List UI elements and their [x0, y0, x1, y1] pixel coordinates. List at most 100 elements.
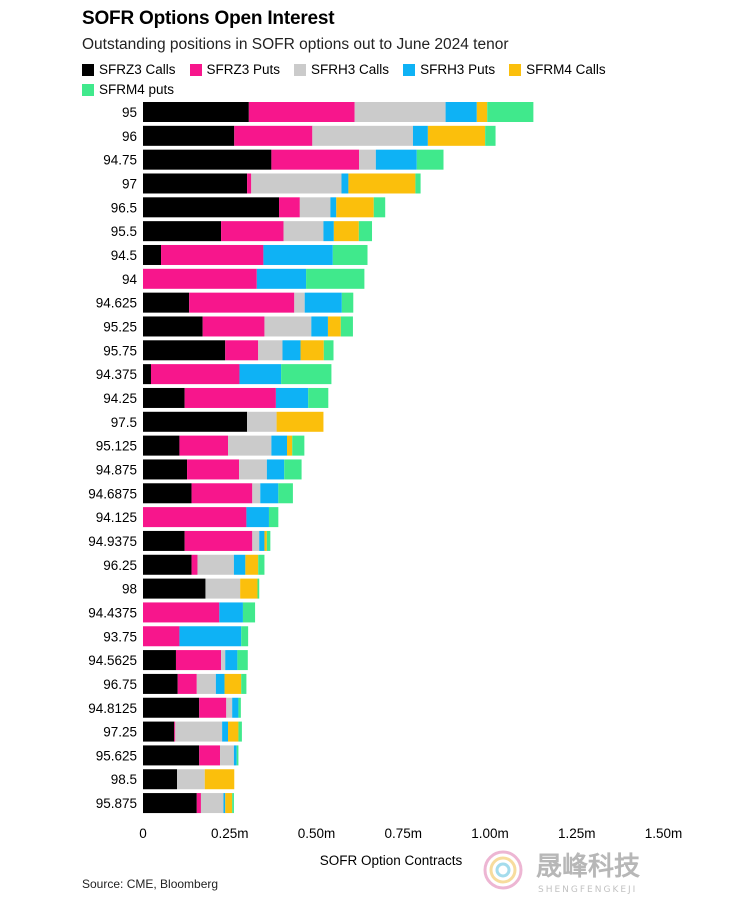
- category-label: 94.625: [96, 296, 137, 311]
- bar-segment: [143, 769, 178, 790]
- bar-segment: [252, 483, 261, 504]
- bar-segment: [143, 483, 192, 504]
- bar-segment: [189, 292, 295, 313]
- category-label: 98.5: [111, 772, 137, 787]
- bar-segment: [143, 745, 200, 766]
- bar-segment: [175, 650, 222, 671]
- bar-segment: [348, 173, 416, 194]
- chart-subtitle: Outstanding positions in SOFR options ou…: [82, 36, 509, 53]
- legend-item: SFRM4 puts: [82, 81, 174, 99]
- category-label: 94.8125: [88, 701, 137, 716]
- bar-segment: [143, 530, 185, 551]
- bar-segment: [308, 387, 329, 408]
- bar-segment: [327, 316, 341, 337]
- bar-segment: [143, 149, 272, 170]
- bar-segment: [282, 340, 301, 361]
- bar-segment: [143, 197, 280, 218]
- bar-segment: [306, 268, 365, 289]
- category-label: 94.75: [103, 153, 137, 168]
- bar-segment: [240, 578, 258, 599]
- bar-segment: [234, 125, 313, 146]
- bar-segment: [143, 387, 185, 408]
- legend-label: SFRM4 Calls: [526, 62, 606, 77]
- bar-segment: [341, 292, 354, 313]
- legend-swatch: [82, 64, 94, 76]
- bar-segment: [220, 745, 234, 766]
- bar-segment: [284, 459, 302, 480]
- watermark-logo: 晟峰科技 SHENGFENGKEJI: [483, 850, 640, 895]
- bar-segment: [275, 387, 309, 408]
- bar-segment: [445, 102, 477, 122]
- bar-segment: [199, 745, 221, 766]
- category-label: 95.875: [96, 796, 137, 811]
- bar-segment: [225, 340, 259, 361]
- bar-segment: [177, 769, 205, 790]
- bar-segment: [247, 411, 277, 432]
- bar-segment: [228, 435, 272, 456]
- chart-title: SOFR Options Open Interest: [82, 8, 335, 29]
- bar-segment: [187, 459, 240, 480]
- bar-segment: [236, 745, 239, 766]
- bar-segment: [202, 316, 265, 337]
- bar-segment: [225, 793, 233, 814]
- bar-segment: [299, 197, 331, 218]
- bar-segment: [266, 530, 271, 551]
- legend-label: SFRZ3 Puts: [206, 62, 281, 77]
- bar-segment: [225, 650, 238, 671]
- bar-segment: [354, 102, 446, 122]
- bar-segment: [257, 578, 260, 599]
- bar-segment: [258, 554, 265, 575]
- bar-segment: [268, 507, 279, 528]
- bar-segment: [143, 793, 197, 814]
- legend-label: SFRH3 Calls: [311, 62, 390, 77]
- bar-segment: [184, 387, 276, 408]
- category-label: 94: [122, 272, 138, 287]
- bar-segment: [232, 697, 239, 718]
- bar-segment: [292, 435, 305, 456]
- bar-segment: [415, 173, 421, 194]
- bar-segment: [143, 221, 222, 242]
- bar-segment: [246, 507, 269, 528]
- legend-swatch: [403, 64, 416, 76]
- legend-item: SFRZ3 Calls: [82, 61, 176, 79]
- legend-item: SFRM4 Calls: [509, 61, 606, 79]
- bar-segment: [485, 125, 496, 146]
- bar-segment: [197, 554, 234, 575]
- bar-segment: [228, 721, 239, 742]
- bar-segment: [279, 197, 300, 218]
- category-label: 95.625: [96, 748, 137, 763]
- bar-segment: [266, 459, 285, 480]
- legend-swatch: [189, 64, 202, 76]
- bar-segment: [252, 530, 260, 551]
- bar-segment: [271, 435, 288, 456]
- category-label: 98: [122, 582, 137, 597]
- bar-segment: [259, 530, 265, 551]
- x-tick-label: 1.50m: [645, 826, 683, 841]
- bar-segment: [416, 149, 444, 170]
- bar-segment: [323, 340, 334, 361]
- legend-label: SFRH3 Puts: [420, 62, 496, 77]
- chart-legend: SFRZ3 Calls SFRZ3 Puts SFRH3 Calls SFRH3 Pu…: [82, 61, 682, 101]
- bar-segment: [294, 292, 305, 313]
- bar-segment: [264, 316, 312, 337]
- bar-segment: [232, 793, 234, 814]
- bar-segment: [143, 697, 200, 718]
- x-tick-label: 0.25m: [211, 826, 249, 841]
- bar-segment: [143, 435, 180, 456]
- bar-segment: [375, 149, 417, 170]
- bar-segment: [333, 221, 359, 242]
- category-label: 97: [122, 176, 137, 191]
- legend-item: SFRH3 Calls: [294, 61, 389, 79]
- bar-segment: [332, 244, 368, 265]
- category-label: 96.25: [103, 558, 137, 573]
- legend-swatch: [294, 64, 307, 76]
- bar-segment: [150, 364, 240, 385]
- bar-segment: [143, 459, 188, 480]
- bar-segment: [143, 507, 247, 528]
- category-label: 95.75: [103, 343, 137, 358]
- category-label: 94.5625: [88, 653, 137, 668]
- bar-segment: [175, 721, 223, 742]
- x-tick-label: 0.75m: [384, 826, 422, 841]
- bar-segment: [330, 197, 337, 218]
- bar-segment: [248, 102, 355, 122]
